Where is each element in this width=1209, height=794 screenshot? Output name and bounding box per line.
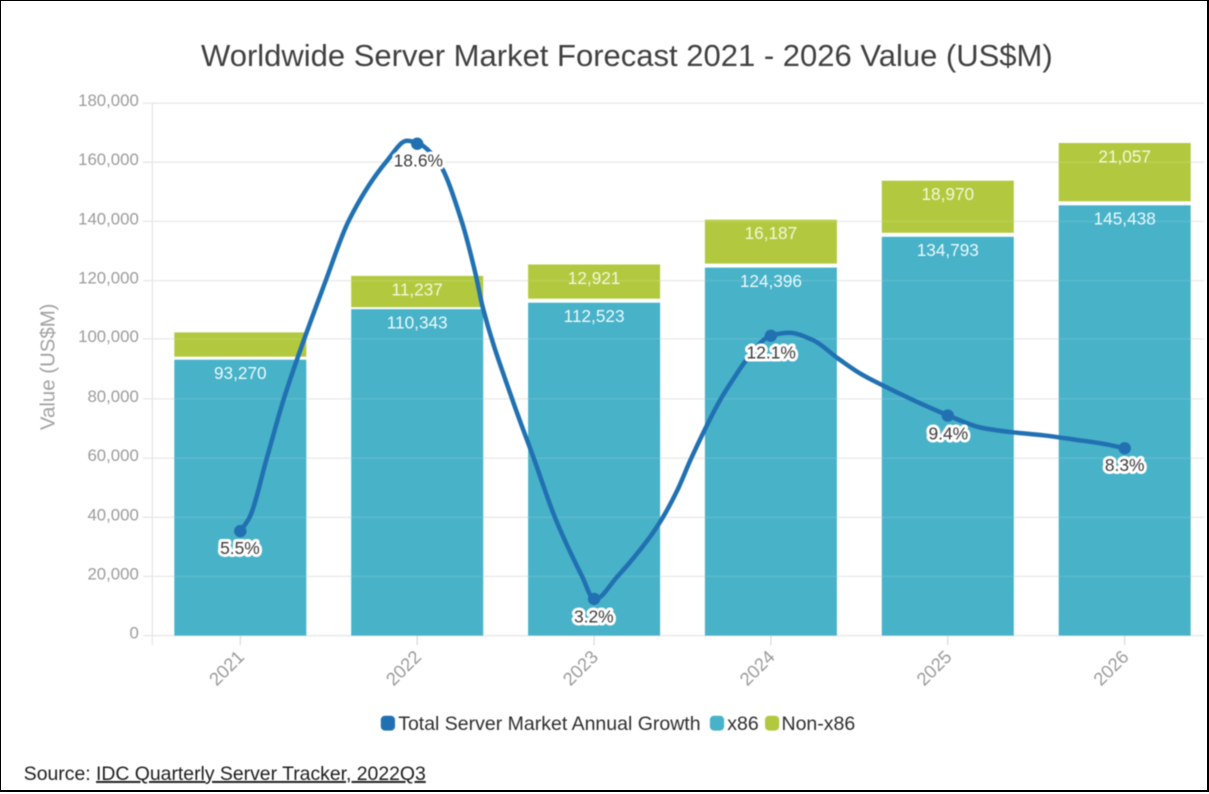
- svg-text:2024: 2024: [735, 646, 779, 690]
- svg-text:12,921: 12,921: [568, 268, 621, 288]
- svg-text:80,000: 80,000: [87, 387, 138, 406]
- svg-text:2022: 2022: [381, 646, 425, 690]
- svg-text:0: 0: [129, 624, 138, 643]
- svg-text:16,187: 16,187: [745, 223, 798, 243]
- svg-text:100,000: 100,000: [78, 327, 139, 346]
- svg-text:Worldwide Server Market Foreca: Worldwide Server Market Forecast 2021 - …: [201, 38, 1053, 73]
- svg-text:160,000: 160,000: [78, 150, 139, 169]
- svg-text:110,343: 110,343: [387, 313, 448, 333]
- svg-text:Non-x86: Non-x86: [782, 713, 856, 735]
- svg-text:180,000: 180,000: [78, 91, 139, 110]
- svg-text:145,438: 145,438: [1094, 209, 1156, 229]
- svg-text:x86: x86: [727, 713, 758, 735]
- svg-text:18.6%: 18.6%: [394, 150, 443, 170]
- svg-text:120,000: 120,000: [78, 269, 139, 288]
- svg-text:Value (US$M): Value (US$M): [37, 304, 59, 431]
- svg-text:112,523: 112,523: [564, 306, 625, 326]
- svg-text:2025: 2025: [912, 646, 956, 690]
- svg-text:Total Server Market Annual Gro: Total Server Market Annual Growth: [398, 713, 700, 735]
- svg-text:2026: 2026: [1089, 646, 1133, 690]
- svg-text:60,000: 60,000: [87, 446, 138, 465]
- svg-text:Source: IDC Quarterly Server T: Source: IDC Quarterly Server Tracker, 20…: [24, 763, 426, 785]
- svg-text:2021: 2021: [205, 646, 249, 690]
- svg-text:134,793: 134,793: [917, 240, 979, 260]
- svg-text:8.3%: 8.3%: [1105, 455, 1145, 475]
- svg-text:21,057: 21,057: [1098, 146, 1151, 166]
- svg-text:93,270: 93,270: [214, 363, 267, 383]
- svg-text:18,970: 18,970: [922, 184, 975, 204]
- svg-text:2023: 2023: [558, 646, 602, 690]
- svg-text:9.4%: 9.4%: [928, 424, 968, 444]
- svg-text:40,000: 40,000: [87, 505, 138, 524]
- svg-text:12.1%: 12.1%: [747, 343, 796, 363]
- svg-text:3.2%: 3.2%: [574, 606, 614, 626]
- svg-text:124,396: 124,396: [740, 271, 802, 291]
- svg-text:140,000: 140,000: [78, 209, 139, 228]
- svg-text:11,237: 11,237: [392, 279, 443, 299]
- svg-text:20,000: 20,000: [87, 564, 138, 583]
- svg-text:5.5%: 5.5%: [220, 538, 260, 558]
